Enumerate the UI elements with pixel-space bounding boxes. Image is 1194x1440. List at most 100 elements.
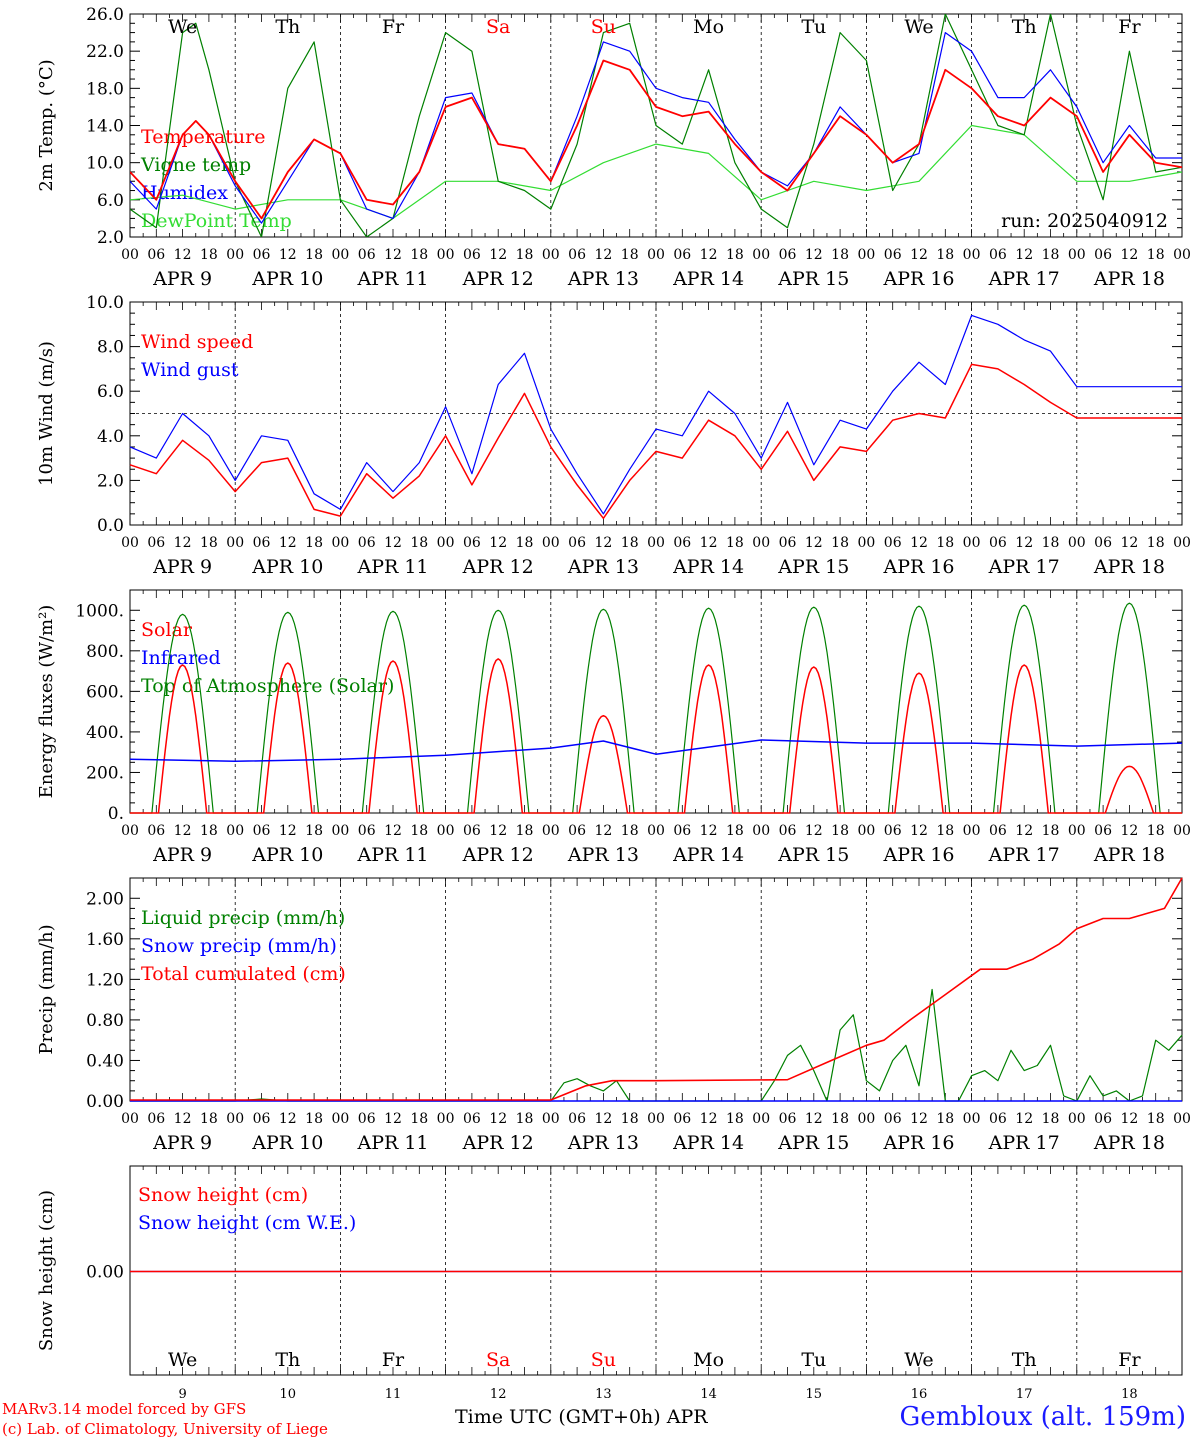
y-tick-label: 18.0: [86, 79, 124, 99]
day-number: 14: [700, 1387, 717, 1402]
hour-label: 18: [516, 823, 534, 839]
hour-label: 00: [752, 247, 770, 263]
hour-label: 18: [305, 1111, 323, 1127]
hour-label: 18: [936, 535, 954, 551]
hour-label: 06: [358, 535, 376, 551]
hour-label: 06: [989, 535, 1007, 551]
y-tick-label: 8.0: [97, 338, 124, 358]
hour-label: 00: [226, 1111, 244, 1127]
date-label: APR 10: [251, 556, 323, 578]
y-tick-label: 0.0: [97, 516, 124, 536]
hour-label: 12: [700, 1111, 718, 1127]
hour-label: 12: [174, 247, 192, 263]
hour-label: 00: [1068, 1111, 1086, 1127]
legend-entry: Top of Atmosphere (Solar): [141, 675, 394, 697]
hour-label: 06: [253, 1111, 271, 1127]
date-label: APR 14: [672, 556, 744, 578]
day-number: 12: [490, 1387, 507, 1402]
hour-label: 18: [305, 823, 323, 839]
y-tick-label: 10.0: [86, 293, 124, 313]
hour-label: 18: [831, 247, 849, 263]
hour-label: 00: [437, 535, 455, 551]
hour-label: 12: [700, 823, 718, 839]
hour-label: 06: [147, 535, 165, 551]
date-label: APR 12: [462, 844, 534, 866]
hour-label: 06: [147, 247, 165, 263]
hour-label: 00: [857, 1111, 875, 1127]
hour-label: 18: [200, 535, 218, 551]
hour-label: 06: [463, 247, 481, 263]
day-name: Th: [275, 1349, 300, 1371]
day-number: 16: [911, 1387, 928, 1402]
hour-label: 12: [489, 823, 507, 839]
x-axis-title: Time UTC (GMT+0h) APR: [455, 1406, 708, 1428]
hour-label: 12: [279, 1111, 297, 1127]
day-number: 11: [385, 1387, 402, 1402]
hour-label: 18: [621, 535, 639, 551]
y-tick-label: 22.0: [86, 42, 124, 62]
hour-label: 06: [463, 1111, 481, 1127]
hour-label: 12: [489, 247, 507, 263]
hour-label: 18: [936, 823, 954, 839]
hour-label: 06: [884, 247, 902, 263]
hour-label: 18: [726, 247, 744, 263]
series-line-temperature: [130, 59, 1182, 220]
hour-label: 12: [805, 535, 823, 551]
hour-label: 18: [621, 823, 639, 839]
hour-label: 12: [805, 247, 823, 263]
date-label: APR 11: [356, 268, 428, 290]
hour-label: 12: [174, 1111, 192, 1127]
hour-label: 00: [647, 247, 665, 263]
date-label: APR 15: [777, 1132, 849, 1154]
day-name: Sa: [486, 16, 510, 38]
hour-label: 00: [857, 823, 875, 839]
y-tick-label: 2.0: [97, 228, 124, 248]
date-label: APR 17: [988, 1132, 1060, 1154]
hour-label: 00: [437, 823, 455, 839]
hour-label: 06: [989, 247, 1007, 263]
hour-label: 00: [857, 247, 875, 263]
date-label: APR 15: [777, 556, 849, 578]
day-name: Fr: [1118, 1349, 1141, 1371]
hour-label: 00: [121, 247, 139, 263]
hour-label: 18: [410, 823, 428, 839]
hour-label: 18: [410, 535, 428, 551]
y-tick-label: 1000.: [75, 601, 124, 621]
series-line-total-cumulated: [130, 877, 1183, 1101]
hour-label: 12: [384, 535, 402, 551]
hour-label: 18: [936, 1111, 954, 1127]
y-axis-title: Snow height (cm): [36, 1190, 57, 1351]
y-axis-title: Energy fluxes (W/m²): [36, 605, 57, 799]
y-tick-label: 14.0: [86, 117, 124, 137]
day-number: 17: [1016, 1387, 1033, 1402]
y-tick-label: 800.: [86, 642, 124, 662]
y-tick-label: 6.0: [97, 382, 124, 402]
legend-entry: Total cumulated (cm): [141, 963, 346, 985]
hour-label: 06: [779, 247, 797, 263]
hour-label: 12: [594, 1111, 612, 1127]
hour-label: 00: [226, 823, 244, 839]
hour-label: 00: [542, 823, 560, 839]
legend-entry: Temperature: [141, 126, 265, 148]
day-name: Tu: [801, 16, 826, 38]
day-name: Th: [275, 16, 300, 38]
hour-label: 06: [253, 823, 271, 839]
legend-entry: Wind gust: [141, 359, 239, 381]
hour-label: 18: [516, 535, 534, 551]
date-label: APR 18: [1093, 556, 1165, 578]
hour-label: 00: [1068, 247, 1086, 263]
hour-label: 06: [147, 1111, 165, 1127]
hour-label: 18: [1147, 1111, 1165, 1127]
legend-entry: Liquid precip (mm/h): [141, 907, 345, 929]
hour-label: 18: [1147, 823, 1165, 839]
hour-label: 00: [647, 823, 665, 839]
hour-label: 12: [279, 247, 297, 263]
y-tick-label: 6.0: [97, 191, 124, 211]
hour-label: 18: [1147, 535, 1165, 551]
hour-label: 12: [384, 247, 402, 263]
hour-label: 00: [121, 823, 139, 839]
day-name: We: [904, 16, 933, 38]
hour-label: 00: [1173, 1111, 1191, 1127]
day-number: 9: [178, 1387, 186, 1402]
